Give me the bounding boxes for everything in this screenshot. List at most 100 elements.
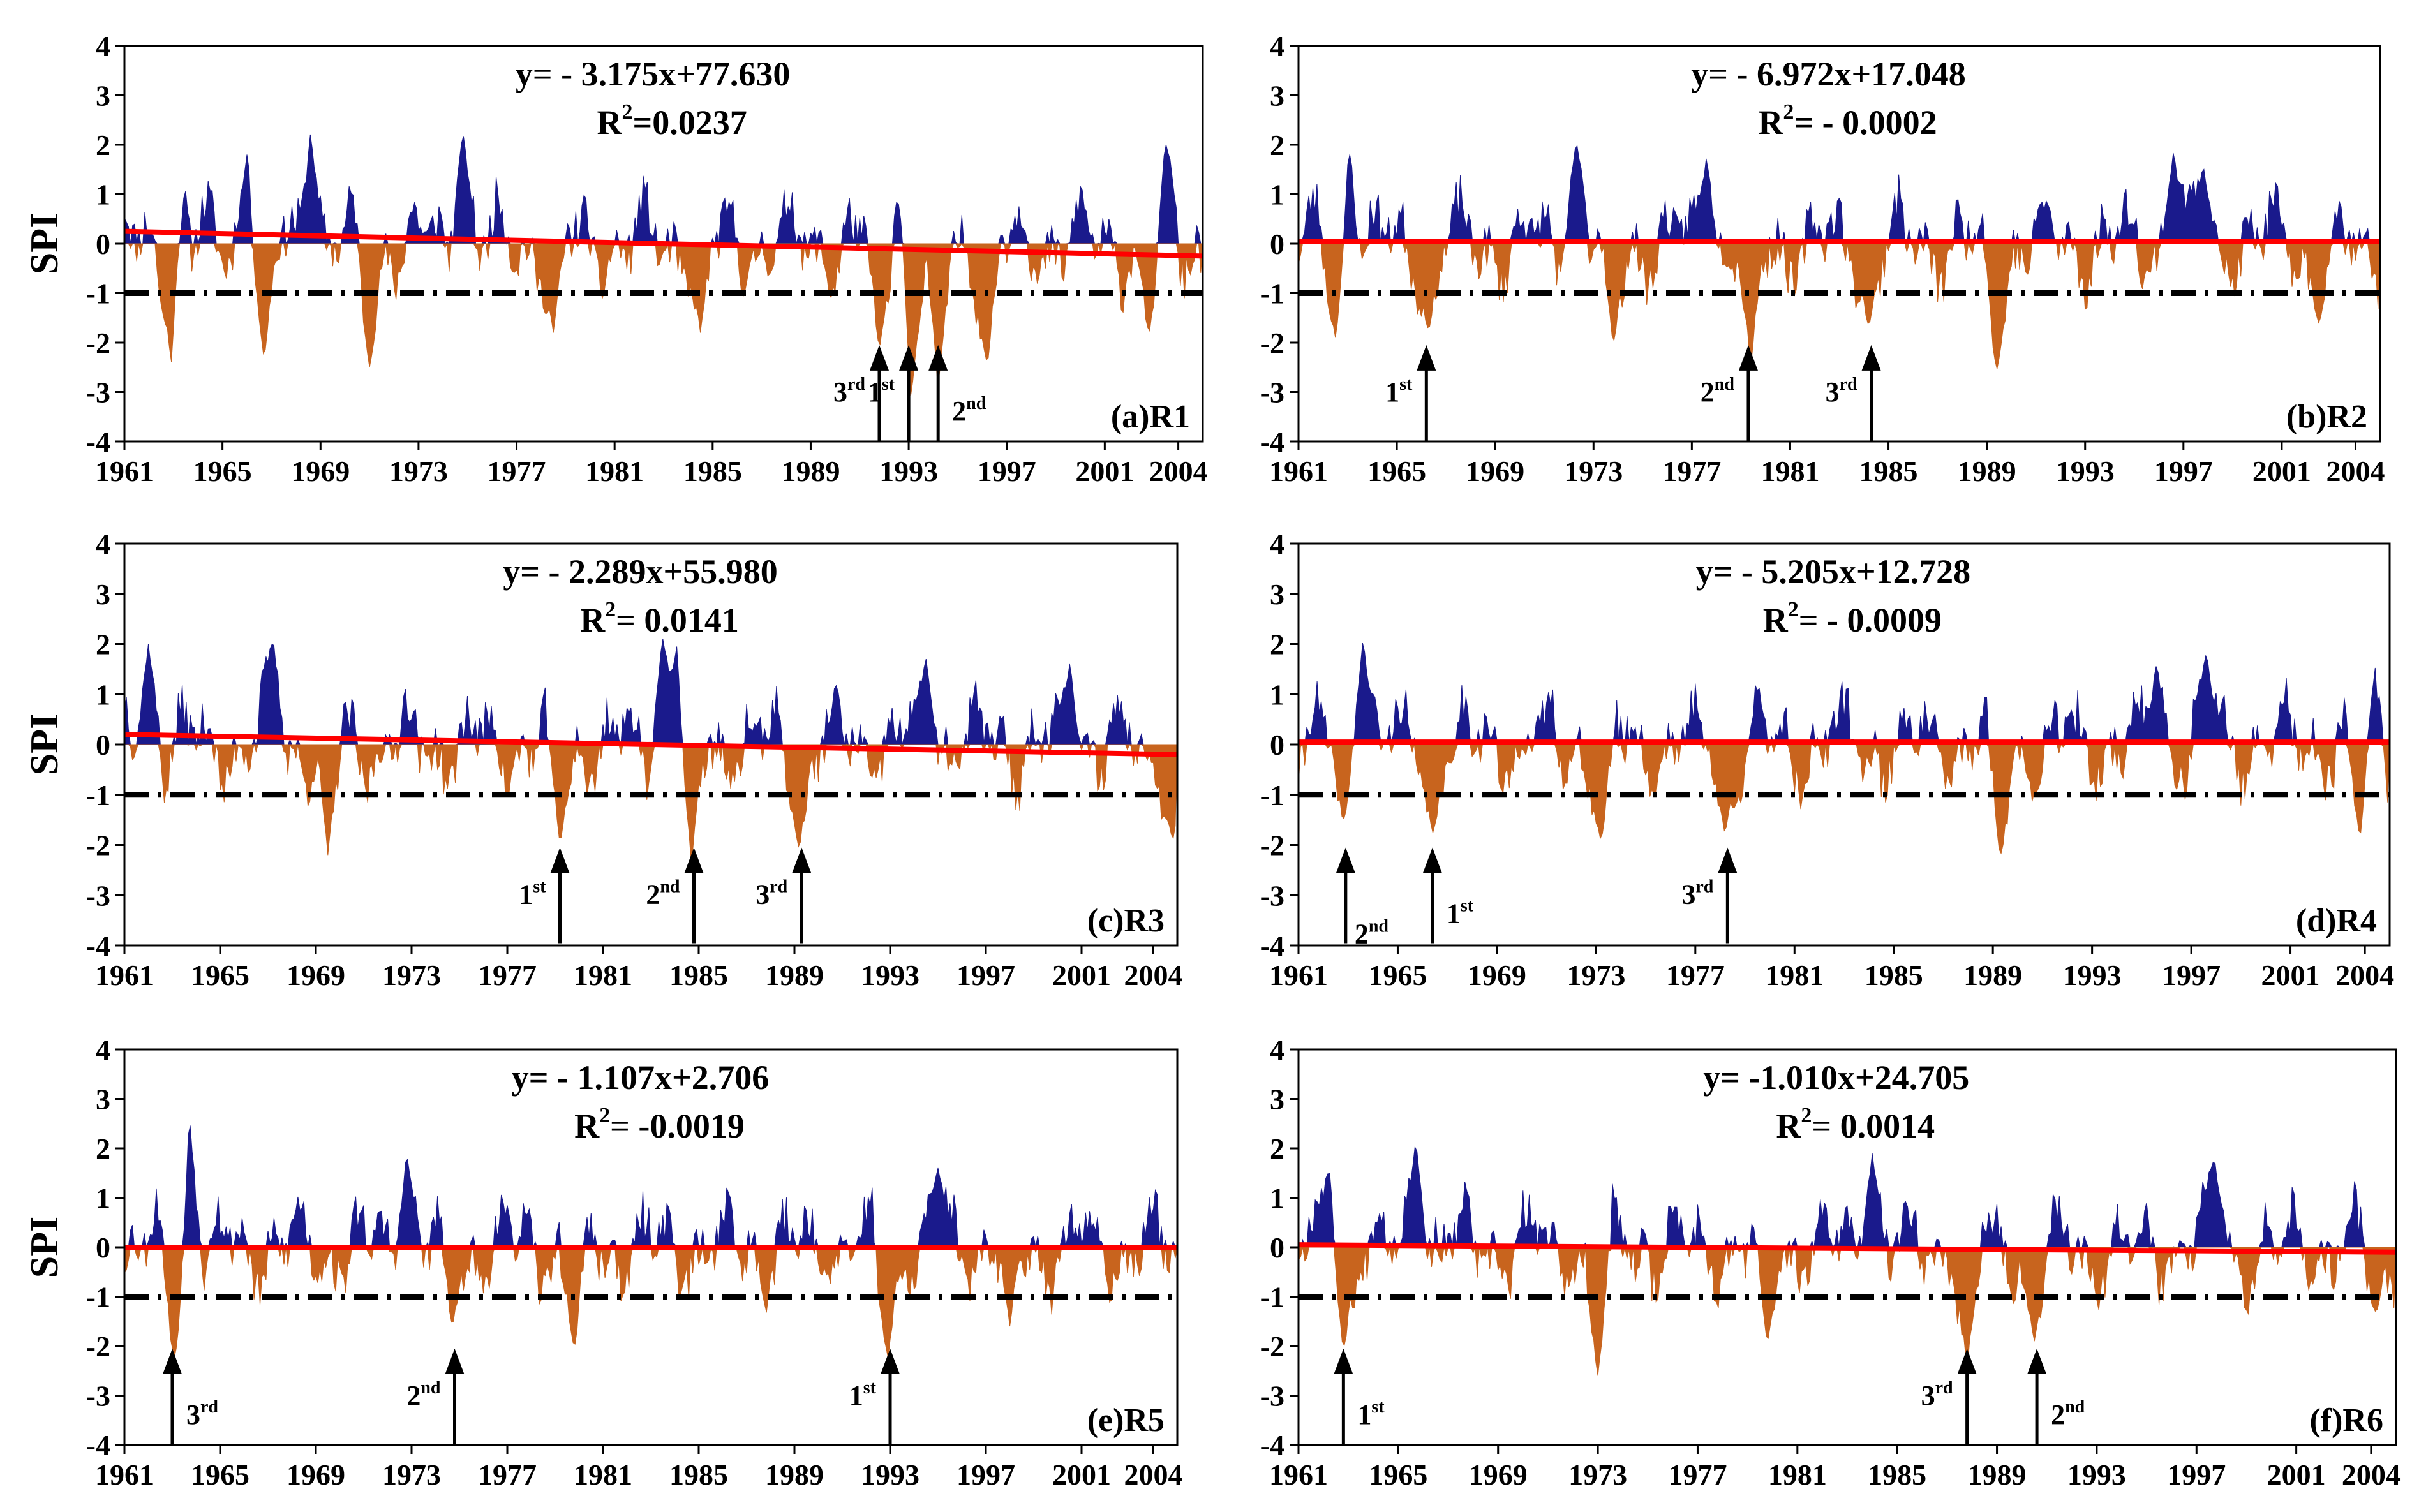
x-tick-label: 1969 bbox=[291, 455, 350, 487]
arrow-head bbox=[899, 345, 919, 371]
trend-line bbox=[1299, 1242, 2396, 1255]
x-tick-label: 2001 bbox=[2267, 1458, 2326, 1491]
arrow-head bbox=[1861, 345, 1881, 371]
x-tick-label: 1965 bbox=[1369, 1458, 1427, 1491]
drought-event-arrow bbox=[870, 345, 889, 441]
plot-area bbox=[124, 1125, 1177, 1359]
x-tick-label: 1965 bbox=[1368, 959, 1427, 991]
y-axis-label: SPI bbox=[23, 714, 66, 775]
y-tick-label: 3 bbox=[96, 1083, 110, 1116]
drought-rank-label: 1st bbox=[519, 877, 546, 910]
y-tick-label: 3 bbox=[96, 80, 110, 112]
y-tick-label: 2 bbox=[1270, 628, 1284, 661]
y-tick-label: 3 bbox=[1270, 80, 1284, 112]
arrow-head bbox=[2027, 1348, 2047, 1374]
x-tick-label: 1977 bbox=[1666, 959, 1725, 991]
x-tick-label: 1989 bbox=[1963, 959, 2022, 991]
drought-event-arrow bbox=[2027, 1348, 2047, 1444]
drought-event-arrow bbox=[445, 1348, 465, 1444]
drought-rank-label: 1st bbox=[868, 374, 895, 408]
drought-rank-label: 3rd bbox=[1826, 374, 1857, 408]
y-tick-label: 3 bbox=[1270, 578, 1284, 611]
drought-event-arrow bbox=[1334, 1348, 1353, 1444]
arrow-head bbox=[1334, 1348, 1353, 1374]
x-tick-label: 2004 bbox=[2326, 455, 2385, 487]
x-tick-label: 1977 bbox=[478, 959, 537, 991]
panel-label: (d)R4 bbox=[2296, 903, 2377, 939]
y-tick-label: -4 bbox=[1260, 426, 1284, 458]
x-tick-label: 2004 bbox=[2342, 1458, 2401, 1491]
r-squared: R2=0.0237 bbox=[597, 100, 747, 142]
drought-rank-label: 2nd bbox=[646, 877, 680, 910]
x-tick-label: 1997 bbox=[2167, 1458, 2226, 1491]
y-tick-label: -2 bbox=[86, 1330, 110, 1363]
x-tick-label: 1989 bbox=[765, 1458, 824, 1491]
y-tick-label: -1 bbox=[1260, 1281, 1284, 1314]
drought-event-arrow bbox=[1861, 345, 1881, 441]
x-tick-label: 2001 bbox=[2261, 959, 2320, 991]
arrow-head bbox=[1718, 847, 1738, 873]
x-tick-label: 1993 bbox=[861, 959, 919, 991]
drought-event-arrow bbox=[928, 345, 948, 441]
x-tick-label: 1981 bbox=[1761, 455, 1819, 487]
y-tick-label: -1 bbox=[86, 1281, 110, 1314]
y-tick-label: 4 bbox=[1270, 528, 1284, 560]
x-tick-label: 1993 bbox=[879, 455, 938, 487]
arrow-head bbox=[1738, 345, 1758, 371]
x-tick-label: 1969 bbox=[1468, 959, 1526, 991]
drought-event-arrow bbox=[163, 1348, 182, 1444]
x-tick-label: 1965 bbox=[191, 1458, 249, 1491]
x-tick-label: 1977 bbox=[478, 1458, 537, 1491]
x-tick-label: 1961 bbox=[1269, 455, 1328, 487]
drought-rank-label: 2nd bbox=[406, 1378, 441, 1411]
arrow-head bbox=[1336, 847, 1355, 873]
plot-area bbox=[1299, 1146, 2396, 1376]
trend-line bbox=[124, 228, 1203, 259]
y-tick-label: 1 bbox=[1270, 179, 1284, 211]
panel-label: (e)R5 bbox=[1087, 1402, 1165, 1439]
y-tick-label: 2 bbox=[1270, 1132, 1284, 1165]
drought-rank-label: 3rd bbox=[1921, 1378, 1953, 1411]
x-tick-label: 1997 bbox=[957, 1458, 1015, 1491]
arrow-head bbox=[1417, 345, 1436, 371]
y-axis-label: SPI bbox=[23, 213, 66, 274]
x-tick-label: 1985 bbox=[669, 1458, 728, 1491]
positive-spi-area bbox=[124, 134, 1203, 245]
r-squared: R2= 0.0141 bbox=[580, 598, 739, 639]
y-tick-label: 1 bbox=[96, 1182, 110, 1215]
panel-label: (f)R6 bbox=[2309, 1402, 2383, 1439]
negative-spi-area bbox=[1299, 743, 2390, 855]
trend-line bbox=[124, 732, 1177, 757]
x-tick-label: 1997 bbox=[2162, 959, 2221, 991]
x-tick-label: 1981 bbox=[574, 1458, 632, 1491]
y-tick-label: 2 bbox=[96, 129, 110, 161]
drought-rank-label: 1st bbox=[1447, 896, 1474, 929]
drought-rank-label: 3rd bbox=[833, 374, 865, 408]
positive-spi-area bbox=[1299, 1146, 2396, 1249]
drought-event-arrow bbox=[1718, 847, 1738, 944]
x-tick-label: 1985 bbox=[1865, 959, 1923, 991]
y-tick-label: 0 bbox=[1270, 228, 1284, 260]
x-tick-label: 1977 bbox=[1668, 1458, 1727, 1491]
y-tick-label: 0 bbox=[1270, 729, 1284, 761]
x-tick-label: 1981 bbox=[574, 959, 632, 991]
y-tick-label: -1 bbox=[86, 278, 110, 310]
x-tick-label: 1997 bbox=[978, 455, 1036, 487]
y-tick-label: -4 bbox=[1260, 1429, 1284, 1462]
negative-spi-area bbox=[124, 1247, 1177, 1359]
r-squared: R2= - 0.0002 bbox=[1758, 100, 1937, 142]
drought-event-arrow bbox=[550, 847, 570, 944]
y-tick-label: 0 bbox=[96, 1231, 110, 1264]
arrow-head bbox=[870, 345, 889, 371]
plot-area bbox=[124, 639, 1177, 857]
x-tick-label: 1997 bbox=[957, 959, 1015, 991]
x-tick-label: 1973 bbox=[1567, 959, 1625, 991]
y-tick-label: 4 bbox=[96, 30, 110, 63]
y-tick-label: 1 bbox=[1270, 1182, 1284, 1215]
drought-rank-label: 2nd bbox=[2051, 1397, 2085, 1430]
regression-equation: y= - 3.175x+77.630 bbox=[516, 55, 791, 93]
x-tick-label: 1997 bbox=[2154, 455, 2213, 487]
